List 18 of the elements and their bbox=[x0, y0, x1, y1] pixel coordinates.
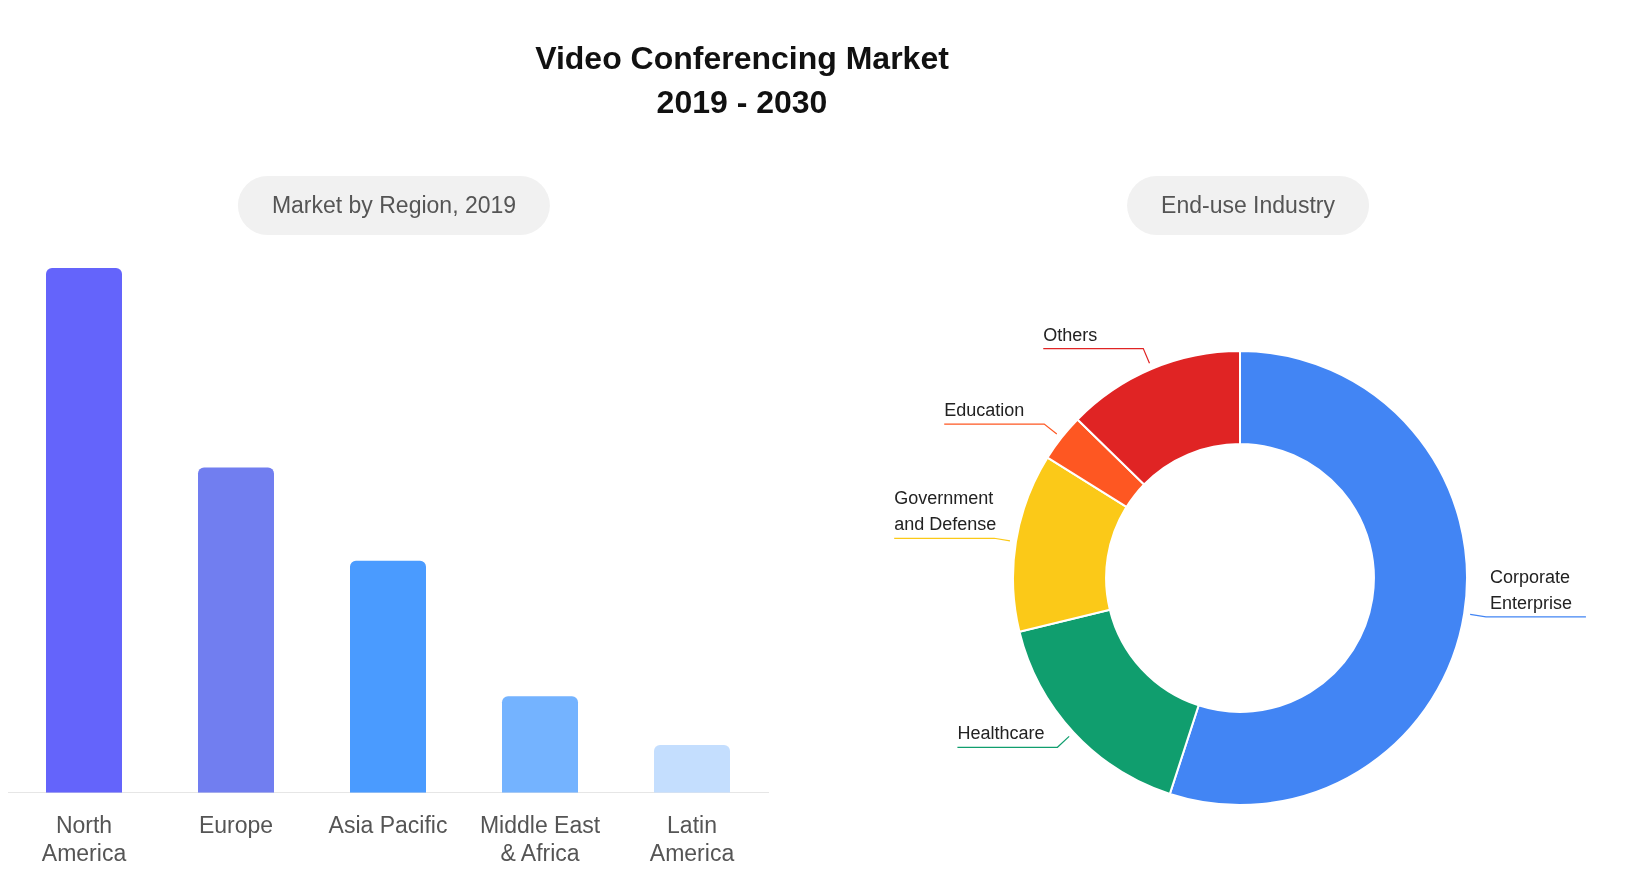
slice-label: Education bbox=[944, 400, 1025, 421]
bar bbox=[350, 560, 426, 793]
bar bbox=[198, 467, 274, 793]
slice-label: Others bbox=[1043, 324, 1098, 345]
slice-label: Corporate Enterprise bbox=[1489, 566, 1572, 613]
x-tick-label: Asia Pacific bbox=[328, 811, 448, 838]
x-tick-label: Latin America bbox=[649, 811, 735, 866]
x-tick-label: Middle East & Africa bbox=[479, 811, 601, 866]
bar bbox=[46, 268, 122, 793]
x-tick-label: Europe bbox=[198, 811, 274, 838]
slice-label: Healthcare bbox=[957, 723, 1045, 744]
x-tick-label: North America bbox=[41, 811, 127, 866]
bar bbox=[654, 745, 730, 793]
slice-label: Government and Defense bbox=[894, 488, 997, 535]
chart-subtitle: Market by Region, 2019 bbox=[237, 176, 551, 235]
chart-title: Video Conferencing Market 2019 - 2030 bbox=[534, 39, 950, 122]
chart-subtitle: End-use Industry bbox=[1127, 176, 1369, 235]
bar bbox=[502, 696, 578, 793]
